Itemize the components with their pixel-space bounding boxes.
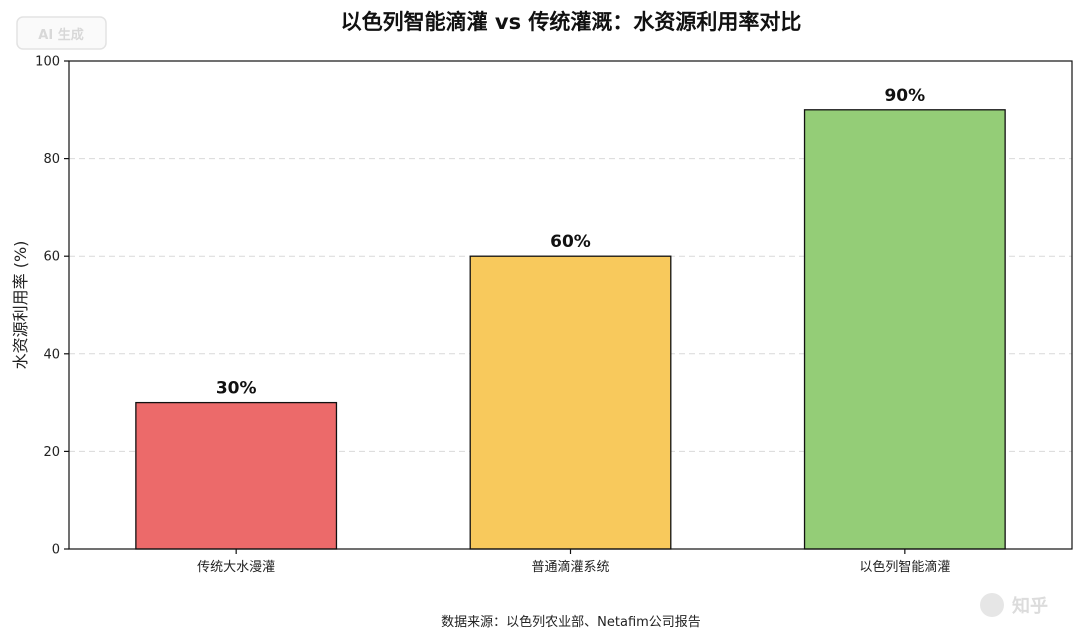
ai-generated-badge: AI 生成 <box>16 16 107 50</box>
y-tick-label: 100 <box>35 55 60 70</box>
source-note: 数据来源：以色列农业部、Netafim公司报告 <box>441 614 701 630</box>
y-tick-label: 0 <box>52 543 60 558</box>
bars <box>135 109 1006 550</box>
chart-title: 以色列智能滴灌 vs 传统灌溉：水资源利用率对比 <box>341 10 802 34</box>
x-tick-label: 普通滴灌系统 <box>531 559 609 575</box>
y-tick-label: 60 <box>43 250 60 265</box>
bar-3 <box>803 109 1006 550</box>
x-tick-label: 传统大水漫灌 <box>197 560 275 575</box>
bar-value-label: 30% <box>216 379 257 399</box>
x-tick-label: 以色列智能滴灌 <box>859 559 950 575</box>
ai-badge-label: AI 生成 <box>38 27 83 43</box>
watermark-icon <box>980 593 1004 617</box>
y-axis-label: 水资源利用率 (%) <box>11 241 30 370</box>
bar-value-label: 60% <box>550 232 591 252</box>
x-ticks: 传统大水漫灌 普通滴灌系统 以色列智能滴灌 <box>197 549 950 575</box>
bar-value-label: 90% <box>884 86 925 106</box>
y-tick-label: 40 <box>43 347 60 362</box>
y-ticks: 0 20 40 60 80 100 <box>35 55 69 558</box>
watermark-label: 知乎 <box>1012 595 1048 617</box>
bar-2 <box>469 255 672 550</box>
y-tick-label: 80 <box>43 152 60 167</box>
ai-badge-frame <box>16 16 107 50</box>
value-labels: 30% 60% 90% <box>216 86 925 399</box>
zhihu-watermark: 知乎 <box>980 593 1048 617</box>
y-tick-label: 20 <box>43 445 60 460</box>
bar-1 <box>135 401 338 550</box>
